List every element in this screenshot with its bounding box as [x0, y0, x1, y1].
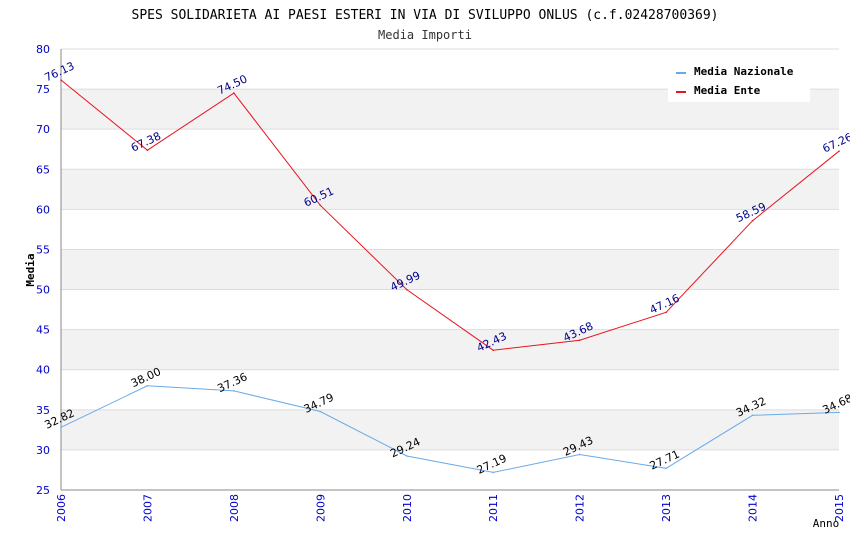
data-point-media-nazionale	[60, 426, 62, 429]
y-tick-label: 55	[36, 243, 50, 256]
legend-label-media-nazionale: Media Nazionale	[694, 65, 794, 78]
series-lines	[60, 79, 840, 474]
x-tick-label: 2014	[747, 494, 760, 522]
x-tick-label: 2011	[487, 494, 500, 522]
data-point-media-nazionale	[838, 411, 840, 414]
x-tick-label: 2010	[401, 494, 414, 522]
legend-label-media-ente: Media Ente	[694, 84, 761, 97]
data-point-media-ente	[578, 339, 581, 342]
data-point-media-nazionale	[233, 390, 235, 392]
y-tick-label: 45	[36, 324, 50, 337]
series-line-media-nazionale	[60, 385, 840, 473]
x-tick-label: 2013	[660, 494, 673, 522]
data-point-media-ente	[405, 288, 408, 291]
y-tick-label: 40	[36, 364, 50, 377]
y-tick-label: 65	[36, 163, 50, 176]
data-point-media-nazionale	[146, 384, 149, 387]
data-point-media-nazionale	[665, 467, 667, 470]
data-label-media-nazionale: 27.71	[648, 448, 682, 473]
legend: Media Nazionale Media Ente	[668, 60, 810, 102]
x-tick-label: 2006	[55, 494, 68, 522]
data-label-media-nazionale: 37.36	[215, 370, 249, 395]
data-label-media-ente: 76.13	[42, 59, 76, 84]
series-line-media-ente	[60, 79, 840, 351]
x-tick-label: 2012	[574, 494, 587, 522]
y-tick-label: 50	[36, 284, 50, 297]
plot-bands	[61, 89, 839, 450]
data-label-media-nazionale: 27.19	[475, 452, 509, 477]
y-tick-label: 30	[36, 444, 50, 457]
y-tick-label: 35	[36, 404, 50, 417]
y-tick-label: 80	[36, 43, 50, 56]
y-tick-label: 25	[36, 484, 50, 497]
data-label-media-ente: 67.38	[129, 129, 163, 154]
x-axis-ticks: 2006 2007 2008 2009 2010 2011 2012 2013 2014 2015	[55, 494, 846, 522]
y-axis-label: Media	[24, 253, 37, 286]
data-point-media-ente	[492, 349, 495, 352]
x-tick-label: 2007	[141, 494, 154, 522]
x-tick-label: 2009	[314, 494, 327, 522]
data-point-media-ente	[751, 219, 754, 222]
plot-band	[61, 169, 839, 210]
data-point-media-nazionale	[319, 410, 322, 413]
x-axis-label: Anno	[813, 517, 840, 530]
x-tick-label: 2008	[228, 494, 241, 522]
y-tick-label: 70	[36, 123, 50, 136]
data-point-media-ente	[60, 79, 62, 81]
data-point-media-nazionale	[492, 471, 495, 474]
y-axis-ticks: 25 30 35 40 45 50 55 60 65 70 75 80	[36, 43, 50, 497]
data-point-media-ente	[146, 149, 149, 151]
plot-band	[61, 329, 839, 370]
data-point-media-ente	[319, 204, 322, 207]
data-label-media-ente: 67.26	[820, 130, 850, 155]
data-point-media-ente	[838, 150, 840, 152]
plot-band	[61, 409, 839, 450]
data-point-media-ente	[665, 311, 667, 314]
data-point-media-nazionale	[405, 455, 408, 457]
chart-subtitle: Media Importi	[378, 28, 472, 42]
chart-title: SPES SOLIDARIETA AI PAESI ESTERI IN VIA …	[132, 8, 719, 23]
x-tick-label: 2015	[833, 494, 846, 522]
y-tick-label: 75	[36, 83, 50, 96]
data-point-media-ente	[233, 92, 235, 94]
axes	[60, 49, 839, 491]
y-tick-label: 60	[36, 203, 50, 216]
legend-box	[668, 60, 810, 102]
plot-band	[61, 249, 839, 290]
data-point-media-nazionale	[578, 453, 581, 456]
data-point-media-nazionale	[751, 414, 754, 417]
